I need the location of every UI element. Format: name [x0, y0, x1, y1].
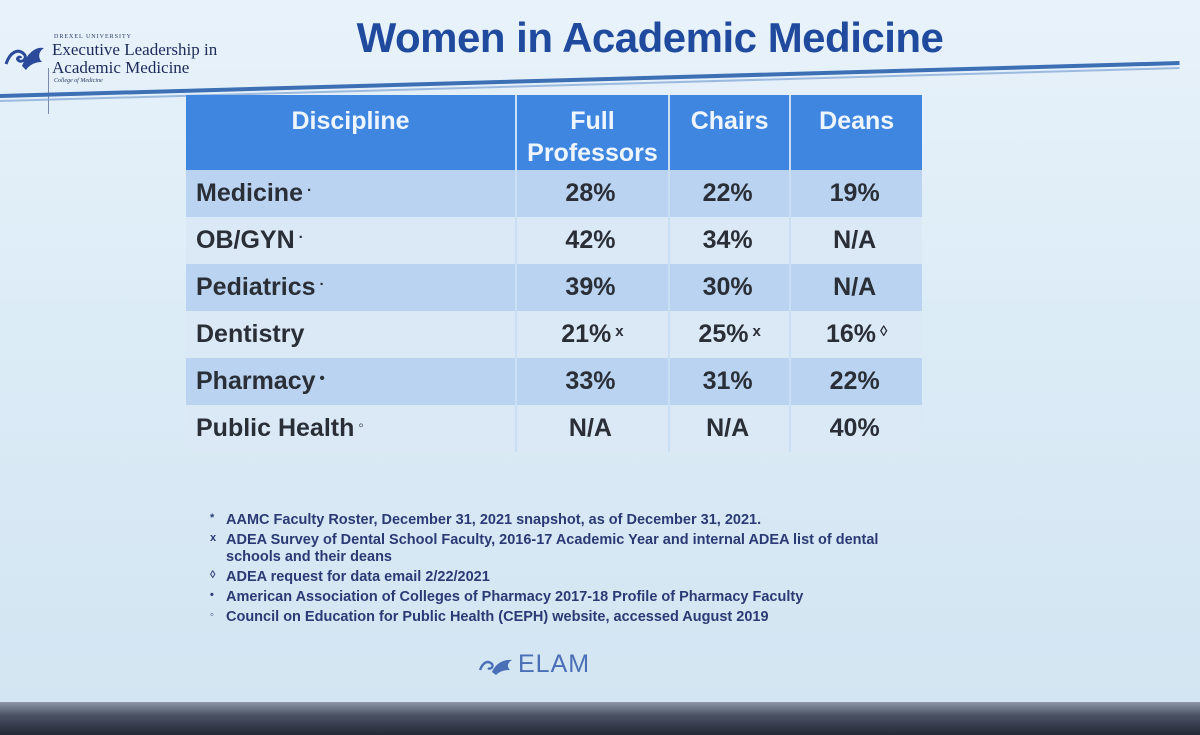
chairs-cell-footnote-mark: x [752, 323, 761, 340]
deans-cell: 22% [791, 358, 922, 405]
footnote-symbol: ◦ [210, 609, 214, 621]
footnote-symbol: x [210, 532, 217, 544]
footnote-item: ◦ Council on Education for Public Health … [210, 609, 930, 626]
footnote-text: ADEA Survey of Dental School Faculty, 20… [226, 532, 879, 565]
discipline-cell-value: OB/GYN [196, 226, 295, 254]
room-floor-strip [0, 702, 1200, 735]
discipline-cell: Pediatrics · [186, 264, 518, 311]
slide-title: Women in Academic Medicine [356, 14, 944, 61]
chairs-cell: 22% [669, 170, 792, 217]
logo-line-1: Executive Leadership in [52, 40, 218, 59]
full-professors-cell-value: 33% [565, 367, 616, 395]
footnote-text: American Association of Colleges of Phar… [226, 589, 804, 605]
full-professors-cell: 21% x [517, 311, 670, 358]
table-row: Medicine · 28% 22% 19% [186, 170, 922, 217]
logo-divider [48, 68, 49, 114]
deans-cell-value: N/A [833, 273, 877, 301]
footnote-symbol: • [210, 589, 214, 601]
footnote-item: ◊ ADEA request for data email 2/22/2021 [210, 569, 930, 586]
discipline-cell: OB/GYN · [186, 217, 518, 264]
footnote-item: x ADEA Survey of Dental School Faculty, 2… [210, 532, 930, 566]
deans-cell-value: 16% [825, 320, 876, 348]
footnotes: * AAMC Faculty Roster, December 31, 2021 … [210, 512, 930, 629]
logo-college-text: College of Medicine [54, 78, 103, 84]
chairs-cell: 31% [669, 358, 792, 405]
footnote-text: ADEA request for data email 2/22/2021 [226, 569, 490, 585]
full-professors-cell-value: 42% [565, 226, 616, 254]
drexel-elam-logo: DREXEL UNIVERSITY Executive Leadership i… [4, 32, 254, 114]
footnote-text: Council on Education for Public Health (… [226, 609, 769, 625]
discipline-cell: Public Health ◦ [186, 405, 518, 452]
discipline-cell-value: Medicine [196, 179, 303, 207]
chairs-cell: N/A [669, 405, 792, 452]
deans-cell: N/A [791, 217, 922, 264]
full-professors-cell-footnote-mark: x [615, 323, 624, 340]
discipline-cell-value: Pharmacy [196, 367, 316, 395]
discipline-cell-value: Dentistry [196, 320, 305, 348]
chairs-cell-value: 30% [702, 273, 753, 301]
full-professors-cell: 42% [517, 217, 670, 264]
table-row: OB/GYN · 42% 34% N/A [186, 217, 922, 264]
chairs-cell-value: 34% [702, 226, 753, 254]
chairs-cell: 25% x [669, 311, 792, 358]
col-header-deans: Deans [791, 95, 922, 170]
discipline-cell-footnote-mark: • [319, 370, 325, 387]
footnote-item: * AAMC Faculty Roster, December 31, 2021 … [210, 512, 930, 529]
discipline-cell-footnote-mark: · [298, 229, 304, 246]
women-data-table: Discipline Full Professors Chairs Deans … [186, 95, 922, 452]
deans-cell: 16% ◊ [791, 311, 922, 358]
full-professors-cell-value: N/A [568, 414, 612, 442]
table-row: Pediatrics · 39% 30% N/A [186, 264, 922, 311]
col-header-discipline: Discipline [186, 95, 518, 170]
full-professors-cell-value: 39% [565, 273, 616, 301]
discipline-cell: Pharmacy • [186, 358, 518, 405]
deans-cell-value: 19% [829, 179, 880, 207]
chairs-cell-value: N/A [706, 414, 750, 442]
full-professors-cell-value: 21% [561, 320, 612, 348]
deans-cell: 19% [791, 170, 922, 217]
dragon-small-icon [478, 659, 512, 675]
footnote-symbol: * [210, 512, 215, 524]
table-header-row: Discipline Full Professors Chairs Deans [186, 95, 922, 170]
footnote-item: • American Association of Colleges of Pha… [210, 589, 930, 606]
logo-university-text: DREXEL UNIVERSITY [54, 34, 132, 40]
discipline-cell-footnote-mark: · [319, 276, 325, 293]
col-header-full-professors: Full Professors [517, 95, 670, 170]
discipline-cell: Medicine · [186, 170, 518, 217]
footnote-symbol: ◊ [210, 569, 216, 581]
deans-cell: 40% [791, 405, 922, 452]
chairs-cell: 30% [669, 264, 792, 311]
chairs-cell-value: 31% [702, 367, 753, 395]
logo-line-2: Academic Medicine [52, 58, 190, 77]
discipline-cell-value: Public Health [196, 414, 355, 442]
table-row: Pharmacy • 33% 31% 22% [186, 358, 922, 405]
elam-text: ELAM [518, 650, 591, 678]
elam-footer-logo: ELAM [478, 648, 618, 680]
chairs-cell-value: 25% [698, 320, 749, 348]
discipline-cell-footnote-mark: ◦ [358, 417, 364, 434]
dragon-logo-icon [4, 47, 44, 70]
deans-cell: N/A [791, 264, 922, 311]
col-header-chairs: Chairs [669, 95, 792, 170]
deans-cell-value: 40% [829, 414, 880, 442]
table-row: Dentistry 21% x 25% x 16% ◊ [186, 311, 922, 358]
full-professors-cell: 39% [517, 264, 670, 311]
discipline-cell-value: Pediatrics [196, 273, 316, 301]
deans-cell-value: 22% [829, 367, 880, 395]
full-professors-cell-value: 28% [565, 179, 616, 207]
full-professors-cell: 28% [517, 170, 670, 217]
full-professors-cell: N/A [517, 405, 670, 452]
discipline-cell: Dentistry [186, 311, 518, 358]
deans-cell-value: N/A [833, 226, 877, 254]
chairs-cell-value: 22% [702, 179, 753, 207]
deans-cell-footnote-mark: ◊ [879, 323, 888, 340]
slide: DREXEL UNIVERSITY Executive Leadership i… [0, 0, 1200, 702]
table-row: Public Health ◦ N/A N/A 40% [186, 405, 922, 452]
discipline-cell-footnote-mark: · [306, 182, 312, 199]
footnote-text: AAMC Faculty Roster, December 31, 2021 s… [226, 512, 762, 528]
chairs-cell: 34% [669, 217, 792, 264]
full-professors-cell: 33% [517, 358, 670, 405]
